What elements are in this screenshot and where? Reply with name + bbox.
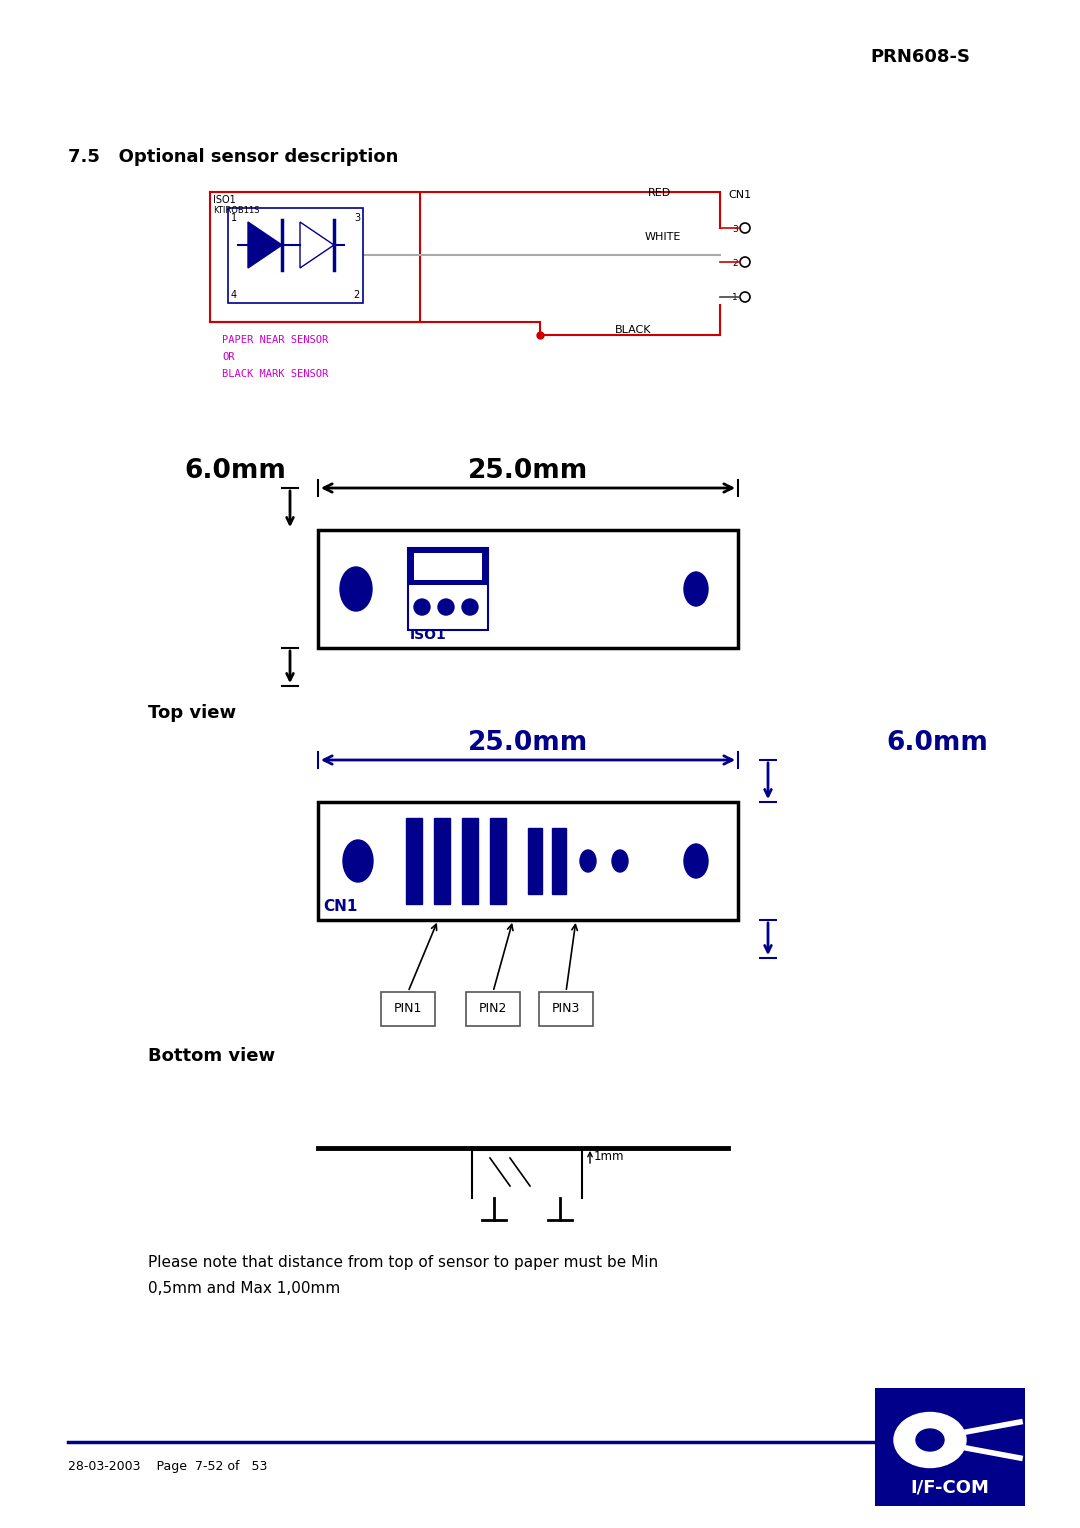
Bar	[408, 549, 488, 585]
Ellipse shape	[340, 567, 372, 611]
Text: 3: 3	[354, 212, 360, 223]
Text: 2: 2	[732, 258, 738, 267]
Ellipse shape	[343, 840, 373, 882]
Text: PIN2: PIN2	[478, 1002, 508, 1016]
Circle shape	[438, 599, 454, 616]
Ellipse shape	[580, 850, 596, 872]
Text: ISO1: ISO1	[213, 196, 235, 205]
Text: ISO1: ISO1	[410, 628, 447, 642]
Text: CN1: CN1	[323, 898, 357, 914]
Ellipse shape	[894, 1412, 966, 1467]
Text: 1: 1	[231, 212, 238, 223]
Bar	[875, 1387, 1025, 1507]
Text: PIN3: PIN3	[552, 1002, 580, 1016]
Bar	[406, 817, 422, 905]
FancyBboxPatch shape	[465, 992, 519, 1025]
Bar	[434, 817, 450, 905]
Bar	[414, 553, 482, 581]
Text: Please note that distance from top of sensor to paper must be Min
0,5mm and Max : Please note that distance from top of se…	[148, 1254, 658, 1296]
Text: Bottom view: Bottom view	[148, 1047, 275, 1065]
Text: PRN608-S: PRN608-S	[870, 47, 970, 66]
Text: 7.5   Optional sensor description: 7.5 Optional sensor description	[68, 148, 399, 167]
Bar	[528, 828, 542, 894]
Text: PIN1: PIN1	[394, 1002, 422, 1016]
Text: WHITE: WHITE	[645, 232, 681, 241]
Text: 1: 1	[732, 293, 738, 303]
Text: 6.0mm: 6.0mm	[184, 458, 286, 484]
Text: RED: RED	[648, 188, 672, 199]
Text: PAPER NEAR SENSOR
OR
BLACK MARK SENSOR: PAPER NEAR SENSOR OR BLACK MARK SENSOR	[222, 335, 328, 379]
Circle shape	[414, 599, 430, 616]
Ellipse shape	[612, 850, 627, 872]
Bar	[552, 828, 566, 894]
Bar	[318, 530, 738, 648]
Bar	[318, 802, 738, 920]
Text: KTIROB11S: KTIROB11S	[213, 206, 259, 215]
FancyBboxPatch shape	[381, 992, 435, 1025]
Ellipse shape	[916, 1429, 944, 1452]
Text: CN1: CN1	[728, 189, 751, 200]
Text: 2: 2	[354, 290, 360, 299]
Text: 4: 4	[231, 290, 238, 299]
Text: 25.0mm: 25.0mm	[468, 730, 589, 756]
Bar	[462, 817, 478, 905]
Text: 1mm: 1mm	[594, 1151, 624, 1163]
Text: 28-03-2003    Page  7-52 of   53: 28-03-2003 Page 7-52 of 53	[68, 1459, 268, 1473]
Text: 6.0mm: 6.0mm	[886, 730, 988, 756]
Ellipse shape	[684, 843, 708, 879]
Bar	[210, 193, 420, 322]
FancyBboxPatch shape	[539, 992, 593, 1025]
Text: BLACK: BLACK	[615, 325, 651, 335]
Text: 25.0mm: 25.0mm	[468, 458, 589, 484]
Text: Top view: Top view	[148, 704, 237, 723]
Text: I/F-COM: I/F-COM	[910, 1478, 989, 1496]
Text: 3: 3	[732, 225, 738, 234]
Ellipse shape	[684, 571, 708, 607]
Polygon shape	[300, 222, 334, 267]
Circle shape	[462, 599, 478, 616]
Bar	[408, 549, 488, 630]
Polygon shape	[248, 222, 282, 267]
Bar	[490, 817, 507, 905]
Bar	[228, 208, 363, 303]
